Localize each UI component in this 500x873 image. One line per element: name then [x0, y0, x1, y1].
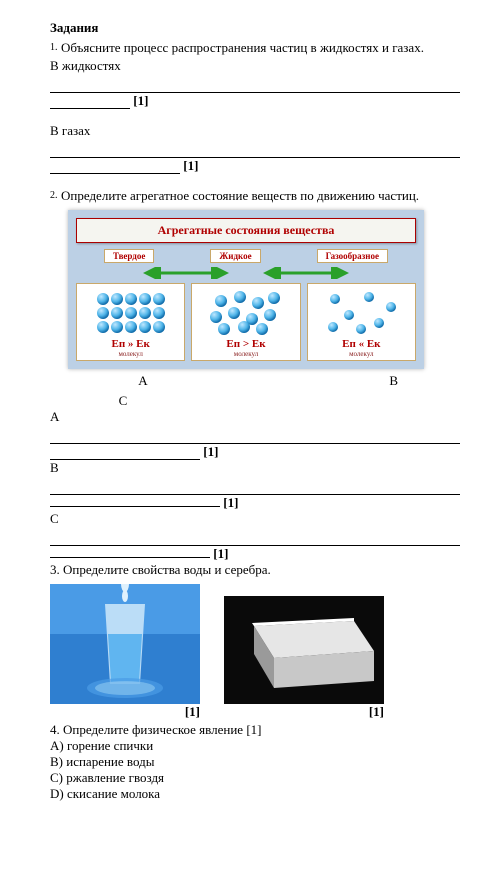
q2-a-line1	[50, 429, 460, 444]
states-diagram: Агрегатные состояния вещества Твердое Жи…	[68, 210, 424, 369]
panel-solid: Еп » Ек молекул	[76, 283, 185, 361]
page-title: Задания	[50, 20, 460, 36]
panel-solid-formula: Еп » Ек	[79, 338, 182, 350]
solid-particles-icon	[91, 289, 171, 335]
q3-text: 3. Определите свойства воды и серебра.	[50, 562, 460, 578]
panel-liquid: Еп > Ек молекул	[191, 283, 300, 361]
q2-a-line2: [1]	[50, 444, 460, 460]
diagram-letters: А В	[68, 373, 460, 389]
diagram-title: Агрегатные состояния вещества	[76, 218, 416, 243]
question-2: 2. Определите агрегатное состояние вещес…	[50, 188, 460, 204]
q1-liquids-line1	[50, 78, 460, 93]
panel-gas-sub: молекул	[310, 350, 413, 358]
q4-option-a: А) горение спички	[50, 738, 460, 754]
q2-a-label: А	[50, 409, 460, 425]
q1-liquids-line2: [1]	[50, 93, 460, 109]
state-solid: Твердое	[104, 249, 154, 263]
state-liquid: Жидкое	[210, 249, 260, 263]
diagram-letter-c: С	[68, 393, 460, 409]
q1-liquids-label: В жидкостях	[50, 58, 460, 74]
q4-option-b: В) испарение воды	[50, 754, 460, 770]
q2-text: Определите агрегатное состояние веществ …	[61, 188, 460, 204]
q2-b-line2: [1]	[50, 495, 460, 511]
q2-number: 2.	[50, 188, 58, 201]
q1-gases-label: В газах	[50, 123, 460, 139]
q1-text: Объясните процесс распространения частиц…	[61, 40, 460, 56]
q3-mark2: [1]	[369, 704, 384, 719]
state-gas: Газообразное	[317, 249, 388, 263]
panel-gas: Еп « Ек молекул	[307, 283, 416, 361]
panel-liquid-formula: Еп > Ек	[194, 338, 297, 350]
q1-gases-line1	[50, 143, 460, 158]
q4-option-d: D) скисание молока	[50, 786, 460, 802]
q2-b-label: В	[50, 460, 460, 476]
q4-text: 4. Определите физическое явление [1]	[50, 722, 460, 738]
panel-liquid-sub: молекул	[194, 350, 297, 358]
q2-c-label: С	[50, 511, 460, 527]
q2-b-line1	[50, 480, 460, 495]
panel-solid-sub: молекул	[79, 350, 182, 358]
water-image	[50, 584, 200, 704]
q3-mark1: [1]	[185, 704, 200, 719]
q4-option-c: С) ржавление гвоздя	[50, 770, 460, 786]
q1-number: 1.	[50, 40, 58, 53]
panel-gas-formula: Еп « Ек	[310, 338, 413, 350]
arrows-icon	[76, 267, 416, 279]
question-1: 1. Объясните процесс распространения час…	[50, 40, 460, 56]
q2-c-line1	[50, 531, 460, 546]
q3-images: [1] [1]	[50, 584, 460, 720]
gas-particles-icon	[321, 289, 401, 335]
q2-c-line2: [1]	[50, 546, 460, 562]
q1-gases-line2: [1]	[50, 158, 460, 174]
silver-image	[224, 596, 384, 704]
liquid-particles-icon	[206, 289, 286, 335]
